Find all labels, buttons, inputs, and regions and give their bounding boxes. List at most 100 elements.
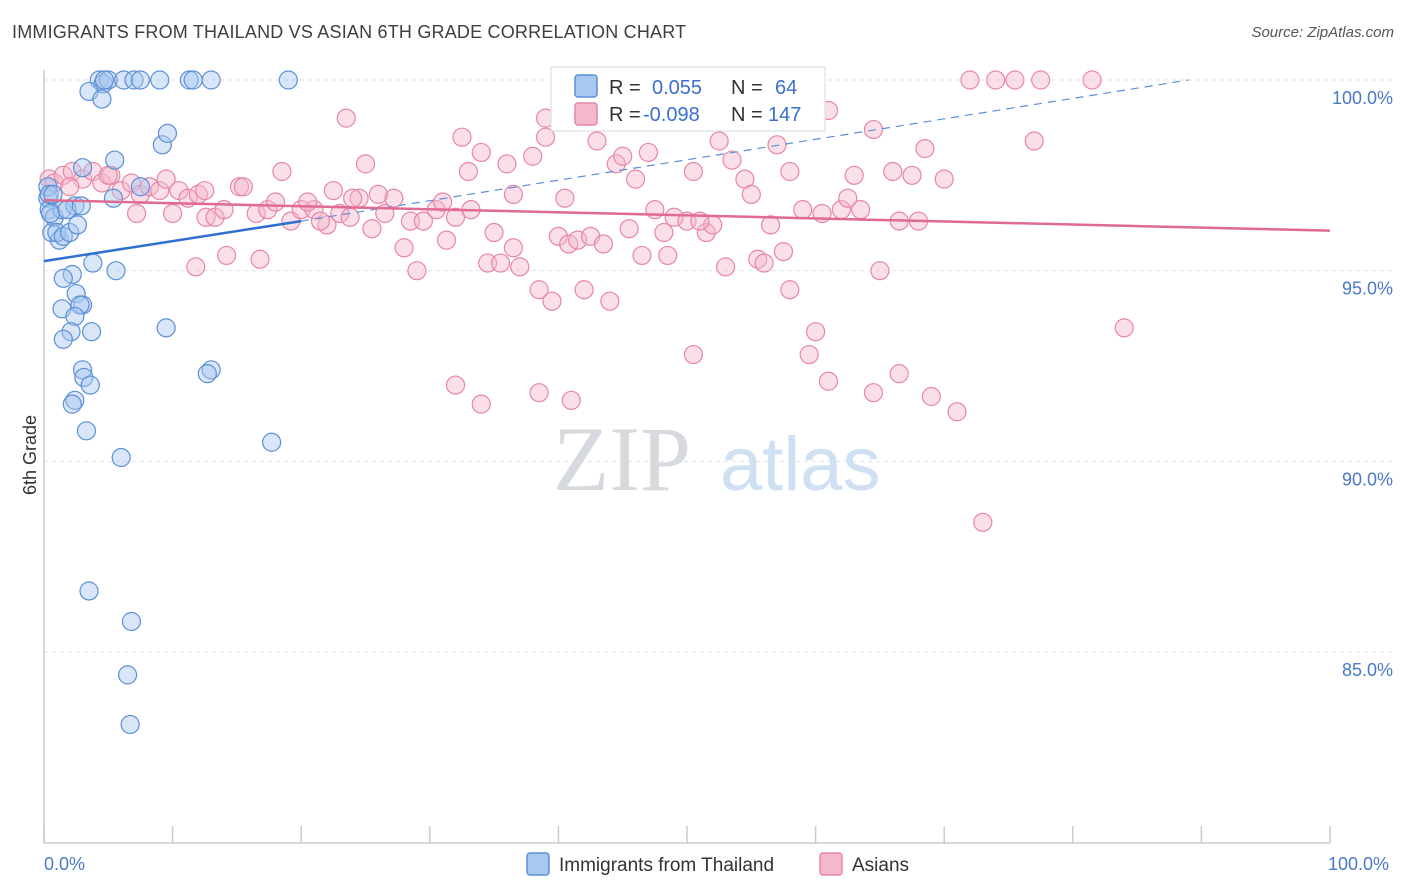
asians-point xyxy=(934,169,954,189)
thailand-point xyxy=(72,360,93,380)
asians-point xyxy=(458,161,478,182)
asians-point xyxy=(561,390,581,410)
asians-point xyxy=(217,245,237,266)
asians-point xyxy=(902,165,922,185)
thailand-point xyxy=(114,70,134,90)
asians-point xyxy=(445,207,466,227)
asians-point xyxy=(883,161,903,182)
asians-point xyxy=(362,219,382,239)
thailand-point xyxy=(71,196,91,216)
asians-point xyxy=(298,192,318,212)
chart-title: IMMIGRANTS FROM THAILAND VS ASIAN 6TH GR… xyxy=(12,22,687,42)
watermark-atlas: atlas xyxy=(720,422,881,507)
bottom-legend-label-asians: Asians xyxy=(852,855,909,876)
asians-point xyxy=(683,344,704,365)
thailand-point xyxy=(74,367,94,388)
legend-r-value-1: 0.055 xyxy=(652,77,702,99)
asians-point xyxy=(619,219,639,239)
asians-point xyxy=(658,245,678,266)
thailand-trend-extension xyxy=(301,79,1189,222)
thailand-point xyxy=(94,70,115,90)
asians-point xyxy=(555,188,575,208)
asians-point xyxy=(233,177,253,197)
legend-n-label-2: N = xyxy=(731,104,768,126)
asians-point xyxy=(947,402,967,422)
thailand-point xyxy=(278,70,298,90)
asians-point xyxy=(111,180,131,201)
asians-point xyxy=(818,371,839,391)
asians-point xyxy=(921,386,941,407)
thailand-point xyxy=(92,89,112,109)
asians-point xyxy=(471,142,491,163)
thailand-point xyxy=(201,360,221,380)
thailand-point xyxy=(120,714,140,735)
y-tick-labels: 85.0% 90.0% 95.0% 100.0% xyxy=(1332,88,1393,680)
asians-point xyxy=(632,245,652,266)
asians-point xyxy=(574,280,594,300)
asians-point xyxy=(503,184,523,204)
legend-r-value-2: -0.098 xyxy=(643,104,700,126)
thailand-point xyxy=(197,364,217,384)
asians-point xyxy=(394,238,414,258)
asians-point xyxy=(413,211,433,231)
asians-point xyxy=(407,261,427,281)
asians-point xyxy=(523,146,543,166)
asians-point xyxy=(490,253,511,273)
thailand-point xyxy=(130,70,151,90)
bottom-legend: Immigrants from Thailand Asians xyxy=(526,852,909,876)
asians-point xyxy=(535,127,556,147)
legend-n-value-2: 147 xyxy=(768,104,801,126)
asians-point xyxy=(587,131,607,151)
asians-point xyxy=(722,150,742,170)
asians-point xyxy=(336,108,356,128)
asians-point xyxy=(529,280,549,300)
thailand-point xyxy=(76,421,97,441)
thailand-point xyxy=(40,203,61,224)
asians-point xyxy=(780,161,800,182)
asians-point xyxy=(471,394,491,414)
legend-n-value-1: 64 xyxy=(775,77,797,99)
asians-point xyxy=(310,211,331,231)
asians-point xyxy=(709,131,729,151)
asians-trend-line xyxy=(43,198,1331,232)
asians-point xyxy=(1024,131,1044,151)
y-tick-label: 90.0% xyxy=(1342,469,1393,489)
asians-point xyxy=(638,142,659,163)
thailand-point xyxy=(66,283,86,304)
thailand-point xyxy=(72,158,93,178)
asians-point xyxy=(799,344,819,365)
asians-point xyxy=(593,234,614,254)
legend-n-label-1: N = xyxy=(731,77,768,99)
thailand-point xyxy=(49,230,70,250)
asians-point xyxy=(272,161,292,182)
thailand-point xyxy=(43,184,63,204)
asians-point xyxy=(805,322,826,342)
thailand-point xyxy=(53,268,73,288)
asians-point xyxy=(355,154,376,174)
asians-point xyxy=(163,203,183,224)
svg-text:R = -0.098 N =: R = -0.098 N = 147 xyxy=(609,104,801,126)
trend-lines xyxy=(43,79,1331,263)
asians-point xyxy=(510,257,530,277)
thailand-point xyxy=(70,295,90,315)
asians-point xyxy=(715,257,736,277)
thailand-point xyxy=(150,70,170,90)
asians-point xyxy=(960,70,980,90)
thailand-point xyxy=(152,135,172,155)
thailand-point xyxy=(79,581,99,601)
asians-point xyxy=(915,139,935,159)
thailand-point xyxy=(130,177,151,197)
thailand-point xyxy=(53,329,73,349)
asians-point xyxy=(150,180,170,201)
asians-point xyxy=(754,253,774,273)
thailand-point xyxy=(157,123,178,143)
thailand-point xyxy=(105,150,125,170)
asians-point xyxy=(1005,70,1025,90)
asians-point xyxy=(793,200,813,220)
thailand-point xyxy=(103,188,124,208)
asians-point xyxy=(250,249,270,269)
bottom-legend-swatch-blue xyxy=(526,852,550,876)
asians-point xyxy=(600,291,620,311)
asians-point xyxy=(1031,70,1051,90)
